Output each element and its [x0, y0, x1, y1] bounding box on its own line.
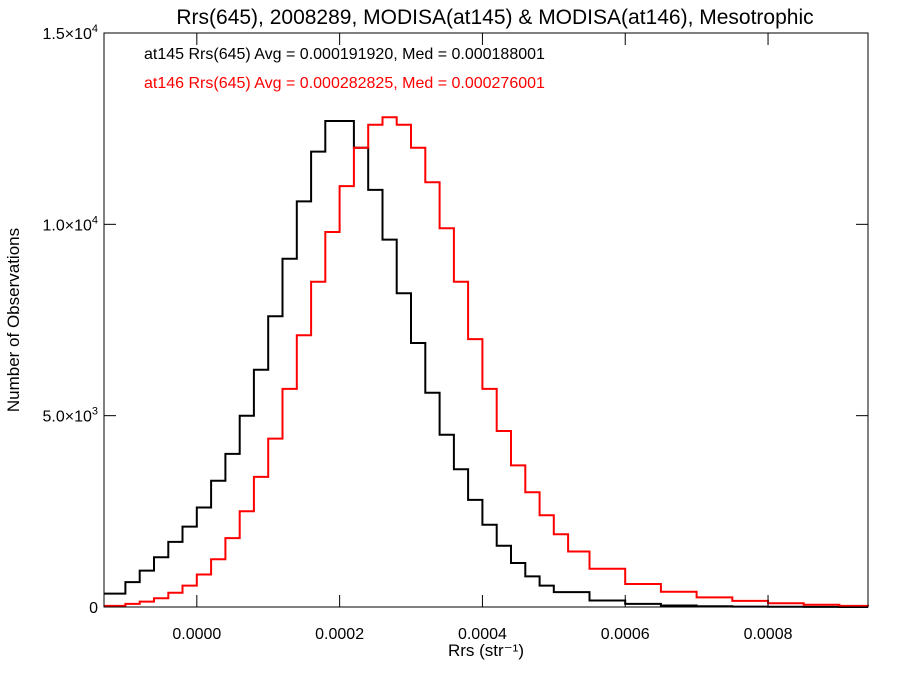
x-axis-label: Rrs (str⁻¹): [448, 641, 524, 660]
y-tick-label-3: 1.5×104: [42, 23, 98, 43]
x-tick-label-2: 0.0004: [458, 626, 507, 643]
stat-text-at146: at146 Rrs(645) Avg = 0.000282825, Med = …: [144, 75, 545, 92]
stat-text-at145: at145 Rrs(645) Avg = 0.000191920, Med = …: [144, 46, 545, 63]
plot-frame: [103, 32, 869, 608]
x-tick-label-4: 0.0008: [744, 626, 793, 643]
series-line-at146: [104, 116, 869, 607]
series-line-at145: [104, 120, 868, 608]
y-tick-label-2: 1.0×104: [42, 214, 98, 234]
x-tick-label-0: 0.0000: [172, 626, 221, 643]
plot-area: 0.0000 0.0002 0.0004 0.0006 0.0008 0 5.0×103 1.…: [42, 23, 869, 643]
y-axis-label: Number of Observations: [4, 228, 23, 412]
x-tick-label-1: 0.0002: [315, 626, 364, 643]
chart-title: Rrs(645), 2008289, MODISA(at145) & MODIS…: [176, 6, 813, 29]
y-tick-label-0: 0: [89, 600, 98, 617]
x-tick-label-3: 0.0006: [601, 626, 650, 643]
y-tick-label-1: 5.0×103: [42, 406, 98, 426]
